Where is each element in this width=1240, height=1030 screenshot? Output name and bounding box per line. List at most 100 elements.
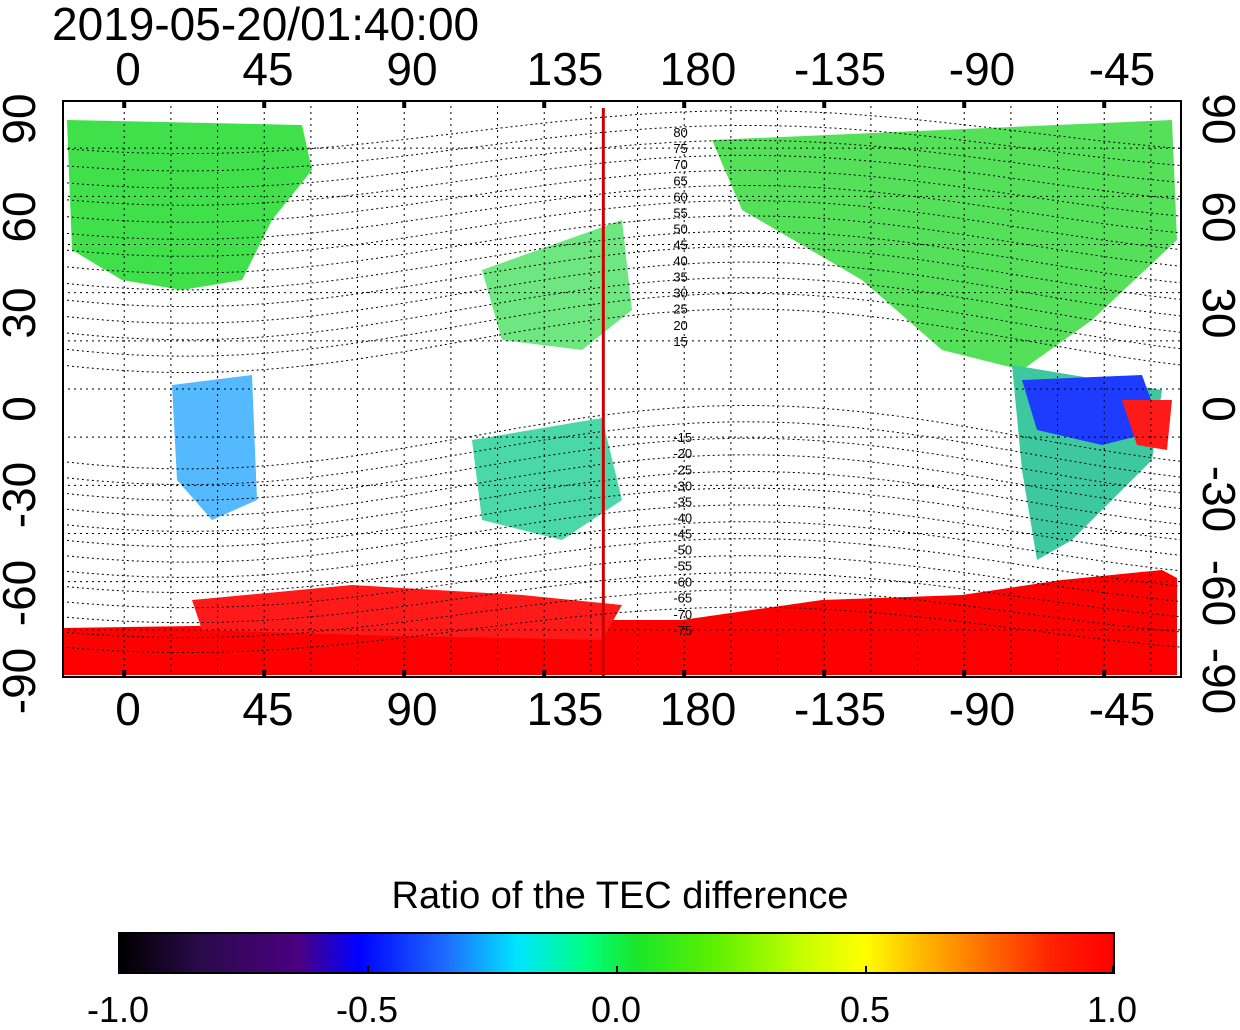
timestamp-title: 2019-05-20/01:40:00 [52,0,480,50]
lon-tick-top: 45 [242,43,294,95]
frame-tick-top [682,100,687,108]
map-border [62,100,1182,678]
frame-tick-bottom [402,670,407,678]
lat-tick-right: -90 [1193,647,1240,715]
contour-line [62,261,1182,324]
lon-tick-bottom: -90 [948,683,1016,735]
frame-tick-bottom [682,670,687,678]
colorbar-tick-mark [616,966,618,974]
frame-tick-bottom [262,670,267,678]
colorbar-tick-label: 1.0 [1086,989,1138,1030]
contour-line [62,230,1182,291]
frame-tick-top [122,100,127,108]
lon-tick-bottom: 135 [526,683,604,735]
lat-tick-left: -90 [0,647,45,715]
contour-line [62,538,1182,593]
frame-tick-top [1102,100,1107,108]
contour-label: 50 [673,221,687,236]
lon-tick-bottom: -45 [1088,683,1156,735]
lon-tick-bottom: -135 [793,683,887,735]
contour-label: 60 [673,189,687,204]
colorbar-tick-mark [118,966,120,974]
contour-label: -70 [673,607,692,622]
contour-line [62,246,1182,308]
brazil-negative-patch [1022,375,1162,445]
contour-line [62,521,1182,578]
contour-label: -60 [673,575,692,590]
frame-tick-top [822,100,827,108]
frame-tick-bottom [122,670,127,678]
colorbar-tick-label: -1.0 [86,989,150,1030]
frame-tick-bars [122,100,1107,678]
graticule [62,100,1182,678]
frame-tick-top [402,100,407,108]
contour-label: -55 [673,559,692,574]
contour-label: 70 [673,157,687,172]
contour-line [62,200,1182,257]
contour-line [62,139,1182,189]
contour-label: 40 [673,254,687,269]
contour-line [62,185,1182,240]
colorbar-tick-mark [865,966,867,974]
lon-tick-bottom: 45 [242,683,294,735]
east-asia-patch [482,220,632,350]
contour-label: 30 [673,286,687,301]
contour-label: 15 [673,334,687,349]
colorbar-title: Ratio of the TEC difference [391,875,849,917]
frame-tick-bottom [822,670,827,678]
contour-line [62,110,1182,155]
contour-label: -45 [673,527,692,542]
contour-label: -50 [673,543,692,558]
frame-tick-bottom [1102,670,1107,678]
antarctic-positive-band [62,570,1177,675]
contour-label: -65 [673,591,692,606]
lon-tick-bottom: 180 [659,683,737,735]
frame-tick-bottom [962,670,967,678]
contour-line [62,470,1182,532]
contour-line [62,125,1182,172]
brazil-coast-positive-patch [1122,400,1172,450]
frame-tick-top [542,100,547,108]
contour-label: 45 [673,238,687,253]
frame-tick-top [962,100,967,108]
contour-label: 20 [673,318,687,333]
contour-label: -25 [673,462,692,477]
contour-line [62,589,1182,639]
europe-asia-patch [67,120,312,290]
colorbar-tick-label: -0.5 [335,989,399,1030]
frame-tick-bottom [542,670,547,678]
tec-map: 80 75 70 65 60 55 50 45 40 35 30 25 20 15 -15 -20 -25 -30… [62,100,1182,678]
australia-patch [472,418,622,540]
contour-line [62,606,1182,653]
africa-patch [172,375,257,520]
contour-label: -75 [673,623,692,638]
contour-lines [62,110,1182,653]
contour-line [62,572,1182,624]
contour-label: 75 [673,141,687,156]
contour-label: -35 [673,494,692,509]
contour-label: 25 [673,302,687,317]
contour-label: -20 [673,446,692,461]
colorbar-tick-mark [1112,966,1114,974]
lon-tick-bottom: 90 [386,683,438,735]
contour-line [62,215,1182,274]
lon-tick-top: 135 [526,43,604,95]
colorbar-tick-label: 0.5 [839,989,891,1030]
frame-tick-top [262,100,267,108]
colorbar-tick-label: 0.0 [590,989,642,1030]
contour-line [62,504,1182,563]
lon-tick-bottom: 0 [115,683,141,735]
contour-line [62,169,1182,223]
contour-label: 65 [673,173,687,188]
lon-tick-top: -90 [948,43,1016,95]
contour-label: -15 [673,430,692,445]
contour-line [62,487,1182,548]
contour-line [62,555,1182,609]
lon-tick-top: 90 [386,43,438,95]
contour-label: -40 [673,510,692,525]
contour-label: 35 [673,270,687,285]
contour-label: -30 [673,478,692,493]
colorbar-tick-mark [367,966,369,974]
contour-line [62,154,1182,206]
